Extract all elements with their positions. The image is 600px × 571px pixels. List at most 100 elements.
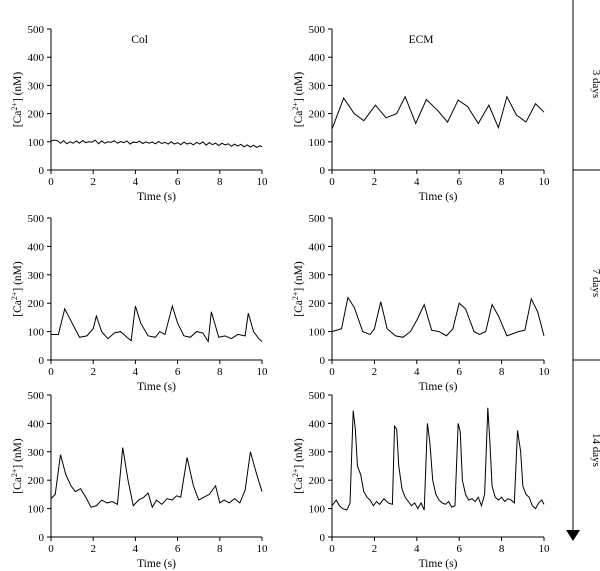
panel-6-x-tick-label: 10 bbox=[539, 543, 551, 555]
panel-1-y-label: [Ca2+] (nM) bbox=[10, 72, 25, 128]
panel-1-x-tick-label: 4 bbox=[133, 176, 139, 188]
panel-4-y-tick-label: 100 bbox=[309, 327, 326, 339]
panel-3-y-tick-label: 500 bbox=[28, 213, 45, 225]
panel-4-x-tick-label: 4 bbox=[414, 366, 420, 378]
panel-2-y-tick-label: 500 bbox=[309, 24, 326, 36]
panel-5-x-tick-label: 2 bbox=[90, 543, 96, 555]
panel-3-series-line-1 bbox=[51, 304, 263, 344]
panel-1-y-tick-label: 300 bbox=[28, 80, 45, 92]
panel-6-y-tick-label: 400 bbox=[309, 418, 326, 430]
panel-6-y-label: [Ca2+] (nM) bbox=[291, 438, 306, 494]
panel-6-x-label: Time (s) bbox=[419, 558, 458, 570]
panel-1-y-tick-label: 100 bbox=[28, 137, 45, 149]
panel-6-x-tick-label: 0 bbox=[329, 543, 335, 555]
panel-4-y-tick-label: 500 bbox=[309, 213, 326, 225]
panel-1-y-tick-label: 0 bbox=[39, 165, 45, 177]
panel-2-x-tick-label: 2 bbox=[372, 176, 378, 188]
row-label-3-days: 3 days bbox=[590, 70, 600, 98]
panel-2-x-label: Time (s) bbox=[419, 191, 458, 203]
panel-5-y-tick-label: 300 bbox=[28, 447, 45, 459]
panel-4-x-tick-label: 0 bbox=[329, 366, 335, 378]
panel-3-y-label: [Ca2+] (nM) bbox=[10, 261, 25, 317]
panel-1-title: Col bbox=[131, 34, 148, 46]
panel-2-y-tick-label: 100 bbox=[309, 137, 326, 149]
panel-1-y-tick-label: 400 bbox=[28, 52, 45, 64]
timeline-bracket: 3 days 7 days 14 days bbox=[566, 0, 600, 541]
panel-5-x-tick-label: 0 bbox=[48, 543, 54, 555]
panel-3-y-tick-label: 400 bbox=[28, 241, 45, 253]
panel-3-y-tick-label: 300 bbox=[28, 270, 45, 282]
panel-3-x-tick-label: 0 bbox=[48, 366, 54, 378]
panel-6-y-tick-label: 200 bbox=[309, 475, 326, 487]
panel-3-x-label: Time (s) bbox=[137, 381, 176, 393]
panel-3-x-tick-label: 2 bbox=[90, 366, 96, 378]
panel-1-x-label: Time (s) bbox=[137, 191, 176, 203]
panel-5-x-tick-label: 4 bbox=[133, 543, 139, 555]
panel-1-x-tick-label: 0 bbox=[48, 176, 54, 188]
row-label-7-days: 7 days bbox=[590, 269, 600, 297]
panel-5-x-tick-label: 6 bbox=[175, 543, 181, 555]
panel-3-x-tick-label: 8 bbox=[217, 366, 223, 378]
panel-2-y-label: [Ca2+] (nM) bbox=[291, 72, 306, 128]
panel-2-x-tick-label: 4 bbox=[414, 176, 420, 188]
panel-2-series-line-1 bbox=[331, 95, 545, 130]
panel-5-series-line-1 bbox=[50, 447, 263, 509]
panel-6-series-line-1 bbox=[331, 407, 545, 511]
panel-3-y-tick-label: 0 bbox=[39, 355, 45, 367]
panel-1-x-tick-label: 2 bbox=[90, 176, 96, 188]
panel-6-y-tick-label: 0 bbox=[320, 532, 326, 544]
panel-3-x-tick-label: 4 bbox=[133, 366, 139, 378]
panel-4-y-tick-label: 400 bbox=[309, 241, 326, 253]
panel-4-x-tick-label: 10 bbox=[539, 366, 551, 378]
panel-1-x-tick-label: 8 bbox=[217, 176, 223, 188]
panel-6-y-tick-label: 500 bbox=[309, 390, 326, 402]
panel-5-x-tick-label: 8 bbox=[217, 543, 223, 555]
panel-4-x-tick-label: 8 bbox=[499, 366, 505, 378]
panel-6-x-tick-label: 8 bbox=[499, 543, 505, 555]
panel-3-y-tick-label: 200 bbox=[28, 298, 45, 310]
panel-3-y-tick-label: 100 bbox=[28, 327, 45, 339]
panel-6-x-tick-label: 6 bbox=[456, 543, 462, 555]
panel-6-y-tick-label: 100 bbox=[309, 504, 326, 516]
panel-5-y-label: [Ca2+] (nM) bbox=[10, 438, 25, 494]
panel-4-y-tick-label: 200 bbox=[309, 298, 326, 310]
panel-2-y-tick-label: 400 bbox=[309, 52, 326, 64]
panel-5-y-tick-label: 0 bbox=[39, 532, 45, 544]
panel-3-x-tick-label: 10 bbox=[257, 366, 269, 378]
panel-4-series-line-1 bbox=[331, 296, 545, 338]
panel-2-y-tick-label: 300 bbox=[309, 80, 326, 92]
panel-1-x-tick-label: 6 bbox=[175, 176, 181, 188]
panel-6-x-tick-label: 2 bbox=[372, 543, 378, 555]
panel-1-series-line-1 bbox=[50, 139, 263, 149]
panel-2-y-tick-label: 200 bbox=[309, 109, 326, 121]
panel-5-y-tick-label: 500 bbox=[28, 390, 45, 402]
panel-4-x-tick-label: 2 bbox=[372, 366, 378, 378]
panel-4-x-label: Time (s) bbox=[419, 381, 458, 393]
panel-2-x-tick-label: 10 bbox=[539, 176, 551, 188]
panel-1-y-tick-label: 200 bbox=[28, 109, 45, 121]
panel-1-x-tick-label: 10 bbox=[257, 176, 269, 188]
panel-2-title: ECM bbox=[409, 34, 434, 46]
panel-5-x-label: Time (s) bbox=[137, 558, 176, 570]
panel-6-y-tick-label: 300 bbox=[309, 447, 326, 459]
panel-4-y-tick-label: 300 bbox=[309, 270, 326, 282]
panel-6-x-tick-label: 4 bbox=[414, 543, 420, 555]
down-arrow-icon bbox=[566, 530, 580, 541]
panel-4-x-tick-label: 6 bbox=[456, 366, 462, 378]
panel-5-y-tick-label: 400 bbox=[28, 418, 45, 430]
panel-2-x-tick-label: 6 bbox=[456, 176, 462, 188]
panel-1-y-tick-label: 500 bbox=[28, 24, 45, 36]
row-label-14-days: 14 days bbox=[590, 433, 600, 467]
panel-5-y-tick-label: 100 bbox=[28, 504, 45, 516]
panel-5-y-tick-label: 200 bbox=[28, 475, 45, 487]
panel-4-y-label: [Ca2+] (nM) bbox=[291, 261, 306, 317]
panel-3-x-tick-label: 6 bbox=[175, 366, 181, 378]
